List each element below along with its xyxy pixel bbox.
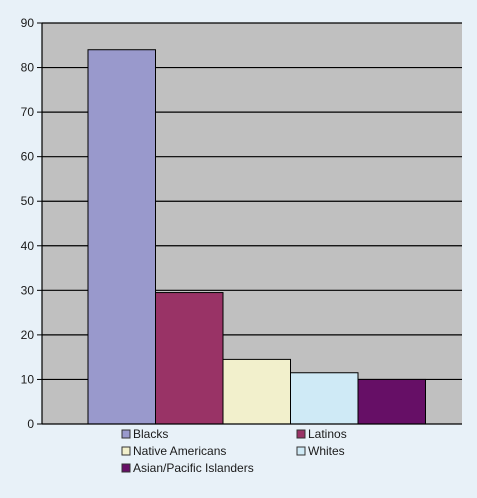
legend-swatch-blacks <box>122 430 130 438</box>
y-axis-tick-labels: 0 10 20 30 40 50 60 70 80 90 <box>21 16 42 431</box>
bar-whites <box>291 373 359 424</box>
legend-swatch-whites <box>297 447 305 455</box>
y-tick-label: 80 <box>21 61 35 75</box>
y-tick-label: 10 <box>21 372 35 386</box>
bar-native-americans <box>223 359 291 424</box>
y-tick-label: 60 <box>21 150 35 164</box>
y-tick-label: 20 <box>21 328 35 342</box>
legend-label-native-americans: Native Americans <box>133 444 226 458</box>
legend-label-whites: Whites <box>308 444 345 458</box>
legend-swatch-latinos <box>297 430 305 438</box>
legend-label-blacks: Blacks <box>133 427 168 441</box>
y-tick-label: 50 <box>21 194 35 208</box>
y-tick-label: 30 <box>21 283 35 297</box>
legend-label-latinos: Latinos <box>308 427 347 441</box>
legend-swatch-native-americans <box>122 447 130 455</box>
legend: Blacks Latinos Native Americans Whites Asian… <box>122 427 347 475</box>
legend-label-asian-pacific-islanders: Asian/Pacific Islanders <box>133 461 254 475</box>
bar-asian-pacific-islanders <box>358 379 426 424</box>
y-tick-label: 40 <box>21 239 35 253</box>
bar-latinos <box>156 293 224 424</box>
y-tick-label: 0 <box>27 417 34 431</box>
y-tick-label: 90 <box>21 16 35 30</box>
legend-swatch-asian-pacific-islanders <box>122 464 130 472</box>
bar-blacks <box>88 50 156 424</box>
y-tick-label: 70 <box>21 105 35 119</box>
